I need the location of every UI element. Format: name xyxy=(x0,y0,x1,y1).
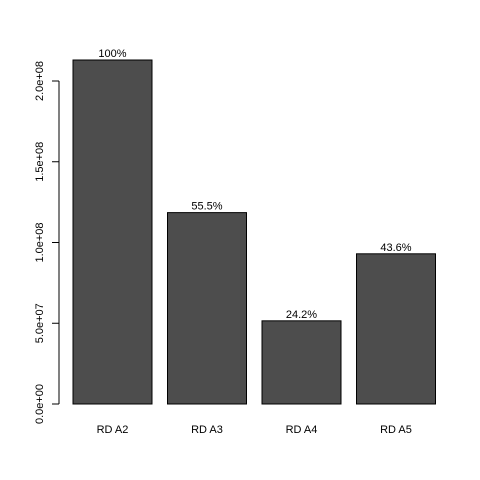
y-tick-label: 1.0e+08 xyxy=(34,222,46,262)
category-labels: RD A2 RD A3 RD A4 RD A5 xyxy=(97,424,412,436)
category-label: RD A3 xyxy=(191,424,223,436)
bar-data-label: 24.2% xyxy=(286,309,317,321)
category-label: RD A2 xyxy=(97,424,129,436)
data-labels: 100% 55.5% 24.2% 43.6% xyxy=(98,48,411,321)
bar-data-label: 100% xyxy=(98,48,126,60)
bar-data-label: 43.6% xyxy=(380,242,411,254)
category-label: RD A4 xyxy=(286,424,318,436)
y-tick-label: 2.0e+08 xyxy=(34,61,46,101)
bar xyxy=(167,212,247,405)
bar xyxy=(72,59,153,405)
y-axis: 0.0e+00 5.0e+07 1.0e+08 1.5e+08 2.0e+08 xyxy=(34,61,60,424)
y-tick-label: 5.0e+07 xyxy=(34,303,46,343)
bar xyxy=(356,253,436,405)
category-label: RD A5 xyxy=(380,424,412,436)
bars xyxy=(72,59,436,405)
bar xyxy=(261,320,342,405)
bar-data-label: 55.5% xyxy=(191,201,222,213)
y-tick-label: 0.0e+00 xyxy=(34,384,46,424)
y-tick-label: 1.5e+08 xyxy=(34,142,46,182)
